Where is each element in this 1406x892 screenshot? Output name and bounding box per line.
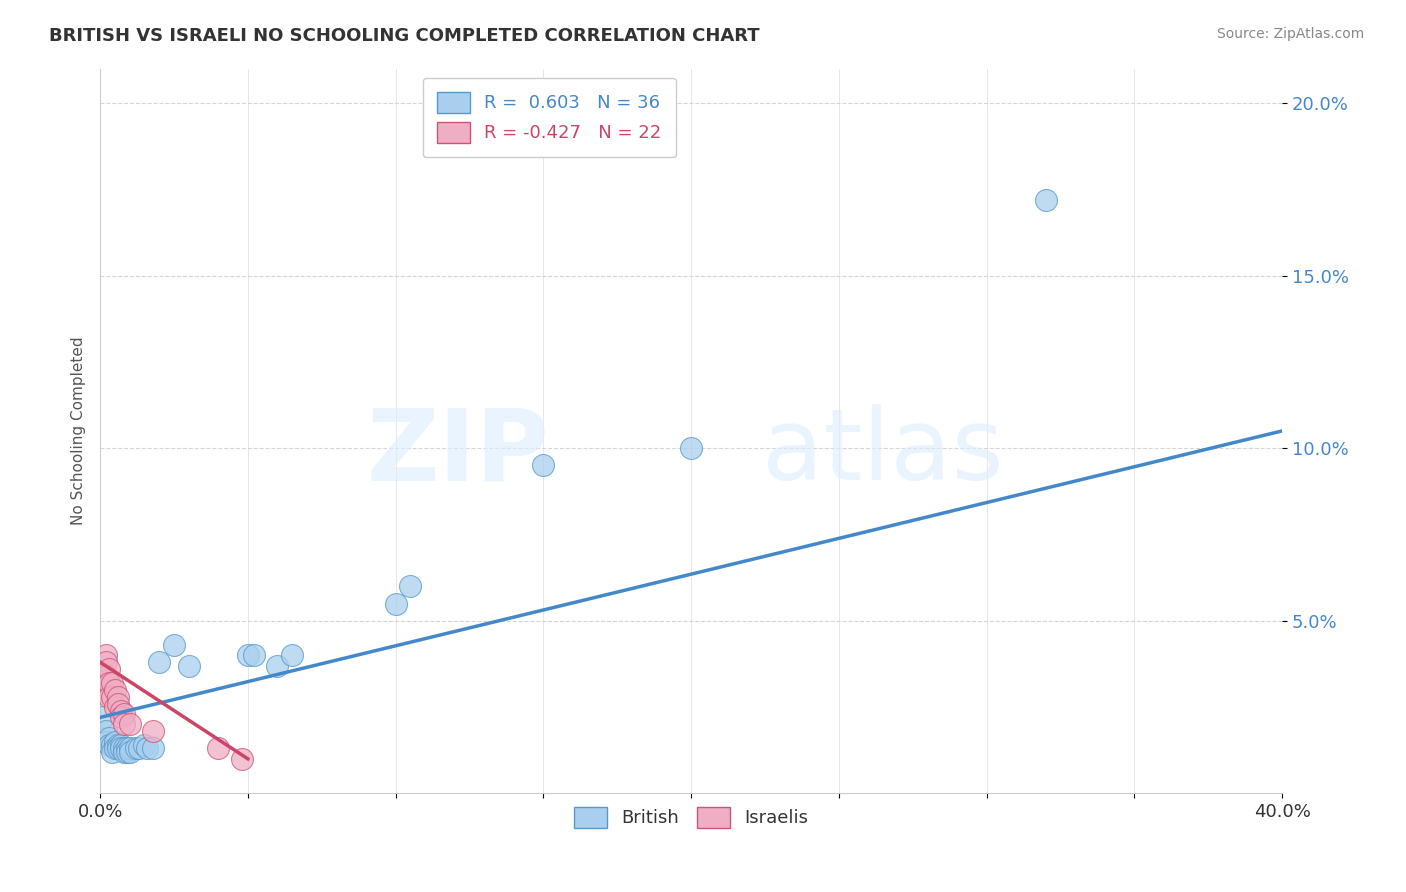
Point [266,658,288,673]
Point [107,738,129,752]
Point [399,579,422,593]
Text: BRITISH VS ISRAELI NO SCHOOLING COMPLETED CORRELATION CHART: BRITISH VS ISRAELI NO SCHOOLING COMPLETE… [49,27,759,45]
Point [148,655,170,669]
Point [124,741,146,756]
Point [110,710,132,724]
Point [110,704,132,718]
Point [110,738,132,752]
Point [207,741,229,756]
Point [94,655,117,669]
Point [118,741,141,756]
Point [104,700,127,714]
Point [112,717,135,731]
Point [163,638,186,652]
Point [115,745,138,759]
Text: atlas: atlas [762,404,1004,501]
Point [107,741,129,756]
Point [104,734,127,748]
Point [98,662,121,676]
Text: ZIP: ZIP [367,404,550,501]
Point [112,745,135,759]
Point [136,741,159,756]
Point [142,741,165,756]
Point [107,690,129,704]
Point [98,731,121,745]
Point [118,745,141,759]
Point [681,441,703,455]
Point [91,682,114,697]
Point [112,741,135,756]
Point [104,741,127,756]
Point [98,738,121,752]
Point [134,738,156,752]
Legend: British, Israelis: British, Israelis [567,800,815,835]
Point [91,710,114,724]
Text: Source: ZipAtlas.com: Source: ZipAtlas.com [1216,27,1364,41]
Point [115,741,138,756]
Point [243,648,266,663]
Point [231,752,253,766]
Point [98,690,121,704]
Point [118,717,141,731]
Point [101,690,124,704]
Point [384,597,406,611]
Point [236,648,259,663]
Point [101,745,124,759]
Point [177,658,200,673]
Point [281,648,304,663]
Y-axis label: No Schooling Completed: No Schooling Completed [72,336,86,525]
Point [91,665,114,680]
Point [94,648,117,663]
Point [1035,193,1057,207]
Point [98,676,121,690]
Point [94,724,117,739]
Point [94,734,117,748]
Point [94,669,117,683]
Point [531,458,554,473]
Point [112,706,135,721]
Point [142,724,165,739]
Point [101,676,124,690]
Point [110,741,132,756]
Point [107,697,129,711]
Point [101,738,124,752]
Point [104,682,127,697]
Point [128,741,150,756]
